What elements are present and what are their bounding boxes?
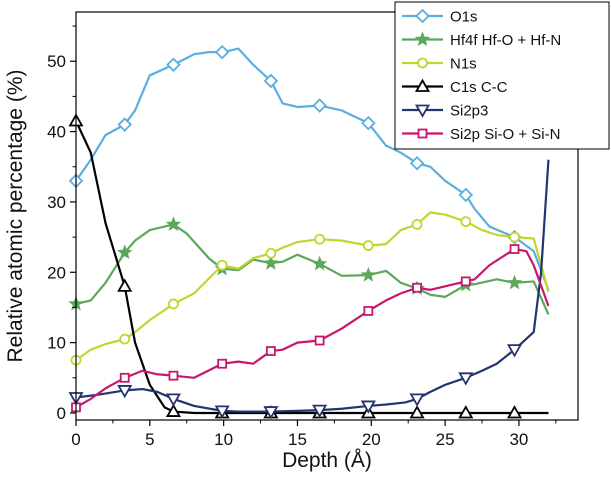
x-axis: 0 5 10 15 20 25 30 bbox=[71, 420, 557, 449]
y-tick-label: 10 bbox=[47, 334, 66, 353]
legend-label: Si2p3 bbox=[450, 103, 488, 120]
data-point bbox=[409, 405, 425, 419]
legend-item: Si2p Si-O + Si-N bbox=[402, 126, 560, 143]
data-point bbox=[265, 247, 277, 259]
data-point bbox=[363, 306, 374, 316]
legend-item: N1s bbox=[402, 56, 477, 73]
axes-frame bbox=[75, 11, 579, 421]
x-tick-label: 0 bbox=[71, 430, 80, 449]
series-line bbox=[75, 159, 550, 413]
series-line bbox=[75, 247, 550, 409]
data-point bbox=[165, 393, 181, 407]
x-tick-label: 20 bbox=[362, 430, 381, 449]
data-point bbox=[217, 358, 228, 369]
data-point bbox=[214, 44, 230, 60]
data-point bbox=[409, 155, 425, 171]
data-point bbox=[506, 274, 523, 290]
y-tick-label: 0 bbox=[57, 404, 66, 423]
legend-item: Hf4f Hf-O + Hf-N bbox=[402, 31, 561, 49]
y-tick-label: 30 bbox=[47, 193, 66, 212]
legend-label: C1s C-C bbox=[450, 79, 508, 96]
legend-label: Si2p Si-O + Si-N bbox=[450, 126, 560, 143]
series-4 bbox=[68, 159, 550, 420]
data-point bbox=[312, 404, 328, 418]
legend-marker bbox=[417, 57, 428, 69]
series-line bbox=[75, 47, 550, 291]
data-point bbox=[117, 117, 132, 132]
data-point bbox=[458, 372, 474, 386]
series-line bbox=[75, 223, 550, 315]
x-tick-label: 10 bbox=[214, 430, 233, 449]
x-tick-label: 5 bbox=[145, 430, 154, 449]
data-point bbox=[119, 372, 130, 383]
data-point bbox=[314, 335, 325, 346]
data-point bbox=[458, 405, 474, 419]
y-tick-label: 40 bbox=[47, 123, 66, 142]
data-point bbox=[168, 298, 179, 310]
legend-marker bbox=[415, 8, 430, 24]
legend-label: N1s bbox=[450, 56, 477, 73]
data-point bbox=[506, 344, 523, 358]
data-point bbox=[314, 233, 326, 245]
data-point bbox=[214, 405, 230, 419]
series-1 bbox=[68, 216, 550, 315]
series-5 bbox=[71, 244, 550, 413]
data-point bbox=[168, 370, 179, 381]
x-axis-title: Depth (Å) bbox=[282, 449, 372, 472]
data-point bbox=[117, 244, 133, 260]
y-tick-label: 20 bbox=[47, 263, 66, 282]
y-tick-label: 50 bbox=[47, 52, 66, 71]
data-point bbox=[165, 216, 182, 231]
data-point bbox=[117, 385, 133, 399]
legend: O1s Hf4f Hf-O + Hf-N N1s C1s C-C Si2p3 Si2p S… bbox=[394, 1, 610, 150]
x-tick-label: 30 bbox=[509, 430, 528, 449]
legend-label: O1s bbox=[450, 9, 478, 26]
data-point bbox=[216, 259, 228, 271]
legend-marker bbox=[414, 31, 431, 47]
legend-label: Hf4f Hf-O + Hf-N bbox=[450, 32, 561, 49]
data-point bbox=[506, 405, 523, 419]
x-tick-label: 15 bbox=[288, 430, 307, 449]
data-point bbox=[265, 346, 276, 356]
data-point bbox=[362, 240, 374, 251]
data-point bbox=[458, 187, 474, 203]
data-point bbox=[412, 282, 422, 293]
data-point bbox=[311, 255, 328, 271]
legend-marker bbox=[414, 78, 431, 92]
data-point bbox=[166, 57, 181, 73]
data-point bbox=[361, 115, 376, 131]
data-point bbox=[411, 219, 423, 230]
data-point bbox=[263, 406, 279, 420]
series-line bbox=[75, 120, 549, 415]
data-point bbox=[165, 403, 181, 417]
data-point bbox=[360, 400, 376, 414]
legend-item: O1s bbox=[402, 9, 478, 26]
x-tick-label: 25 bbox=[436, 430, 455, 449]
data-point bbox=[119, 333, 131, 345]
legend-item: C1s C-C bbox=[402, 78, 508, 96]
legend-marker bbox=[414, 104, 431, 118]
data-point bbox=[117, 278, 133, 292]
legend-item: Si2p3 bbox=[402, 103, 488, 120]
data-point bbox=[509, 244, 520, 254]
series-0 bbox=[68, 44, 550, 291]
legend-box bbox=[394, 1, 610, 150]
legend-marker bbox=[417, 128, 428, 139]
data-point bbox=[409, 393, 425, 407]
y-axis-title: Relative atomic percentage (%) bbox=[4, 70, 27, 363]
series-line bbox=[75, 211, 550, 362]
data-point bbox=[460, 276, 471, 287]
data-point bbox=[263, 255, 279, 270]
y-axis: 0 10 20 30 40 50 bbox=[47, 25, 76, 423]
data-point bbox=[312, 98, 327, 113]
data-point bbox=[360, 266, 377, 282]
data-point bbox=[509, 231, 520, 243]
data-point bbox=[460, 216, 472, 228]
data-point bbox=[263, 73, 279, 89]
